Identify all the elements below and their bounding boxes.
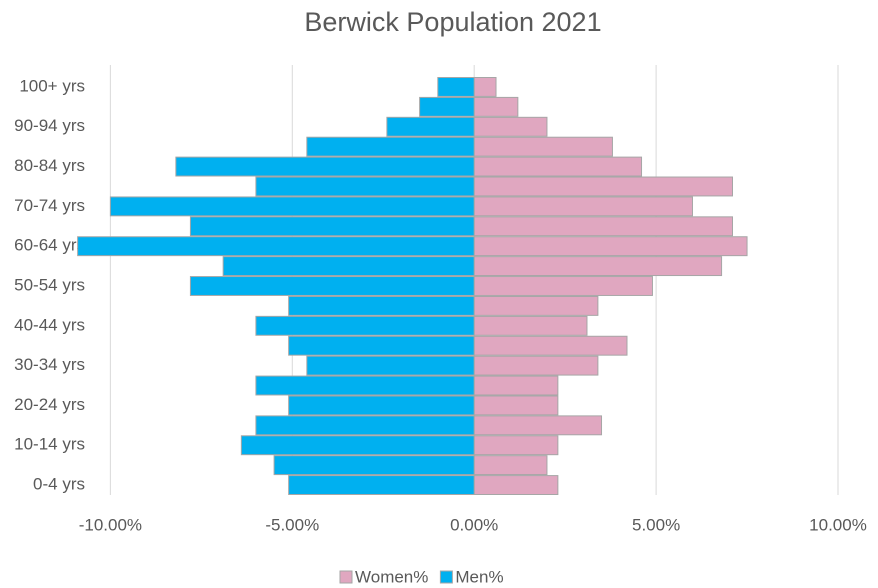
bar — [473, 335, 628, 356]
bar — [473, 236, 748, 257]
bar — [473, 116, 548, 137]
legend-swatch — [439, 570, 453, 584]
bar — [473, 395, 559, 416]
bar — [473, 375, 559, 396]
bar — [473, 77, 497, 97]
bar — [189, 216, 475, 237]
x-tick-label: 0.00% — [450, 515, 498, 534]
bar — [288, 335, 475, 356]
y-tick-label: 100+ yrs — [19, 76, 85, 95]
y-tick-label: 60-64 yrs — [14, 236, 85, 255]
bar — [288, 395, 475, 416]
bar — [473, 256, 723, 277]
y-tick-label: 0-4 yrs — [33, 475, 85, 494]
bar — [473, 176, 733, 197]
x-tick-label: 5.00% — [632, 515, 680, 534]
x-tick-label: -10.00% — [79, 515, 142, 534]
bar — [473, 415, 603, 436]
bar — [437, 77, 475, 97]
bar — [222, 256, 475, 277]
bar — [473, 216, 733, 237]
bar — [473, 156, 643, 177]
y-tick-label: 70-74 yrs — [14, 196, 85, 215]
bar — [473, 355, 599, 376]
bar — [175, 156, 475, 177]
bar — [473, 475, 559, 496]
y-tick-label: 80-84 yrs — [14, 156, 85, 175]
bar — [273, 455, 475, 476]
bar — [189, 276, 475, 296]
bar — [386, 116, 475, 137]
bar — [473, 96, 519, 117]
bar — [255, 415, 475, 436]
bar — [473, 295, 599, 316]
y-tick-label: 50-54 yrs — [14, 275, 85, 294]
bar — [240, 435, 475, 456]
bar — [473, 435, 559, 456]
bar — [419, 96, 475, 117]
legend-swatch — [339, 570, 353, 584]
bar — [109, 196, 475, 217]
y-tick-label: 20-24 yrs — [14, 395, 85, 414]
bar — [306, 355, 475, 376]
bar — [306, 136, 475, 157]
legend-label: Women% — [355, 567, 428, 586]
y-tick-label: 90-94 yrs — [14, 116, 85, 135]
bar — [77, 236, 475, 257]
bar — [255, 176, 475, 197]
bar — [288, 475, 475, 496]
bar — [473, 276, 653, 296]
bar — [473, 455, 548, 476]
bar — [473, 136, 613, 157]
y-tick-label: 40-44 yrs — [14, 315, 85, 334]
bar — [473, 315, 588, 336]
bar — [255, 375, 475, 396]
bar — [288, 295, 475, 316]
chart-title: Berwick Population 2021 — [304, 7, 601, 37]
bar — [255, 315, 475, 336]
x-tick-label: -5.00% — [265, 515, 319, 534]
y-tick-label: 30-34 yrs — [14, 355, 85, 374]
legend-label: Men% — [455, 567, 503, 586]
x-tick-label: 10.00% — [809, 515, 867, 534]
bar — [473, 196, 693, 217]
y-tick-label: 10-14 yrs — [14, 435, 85, 454]
